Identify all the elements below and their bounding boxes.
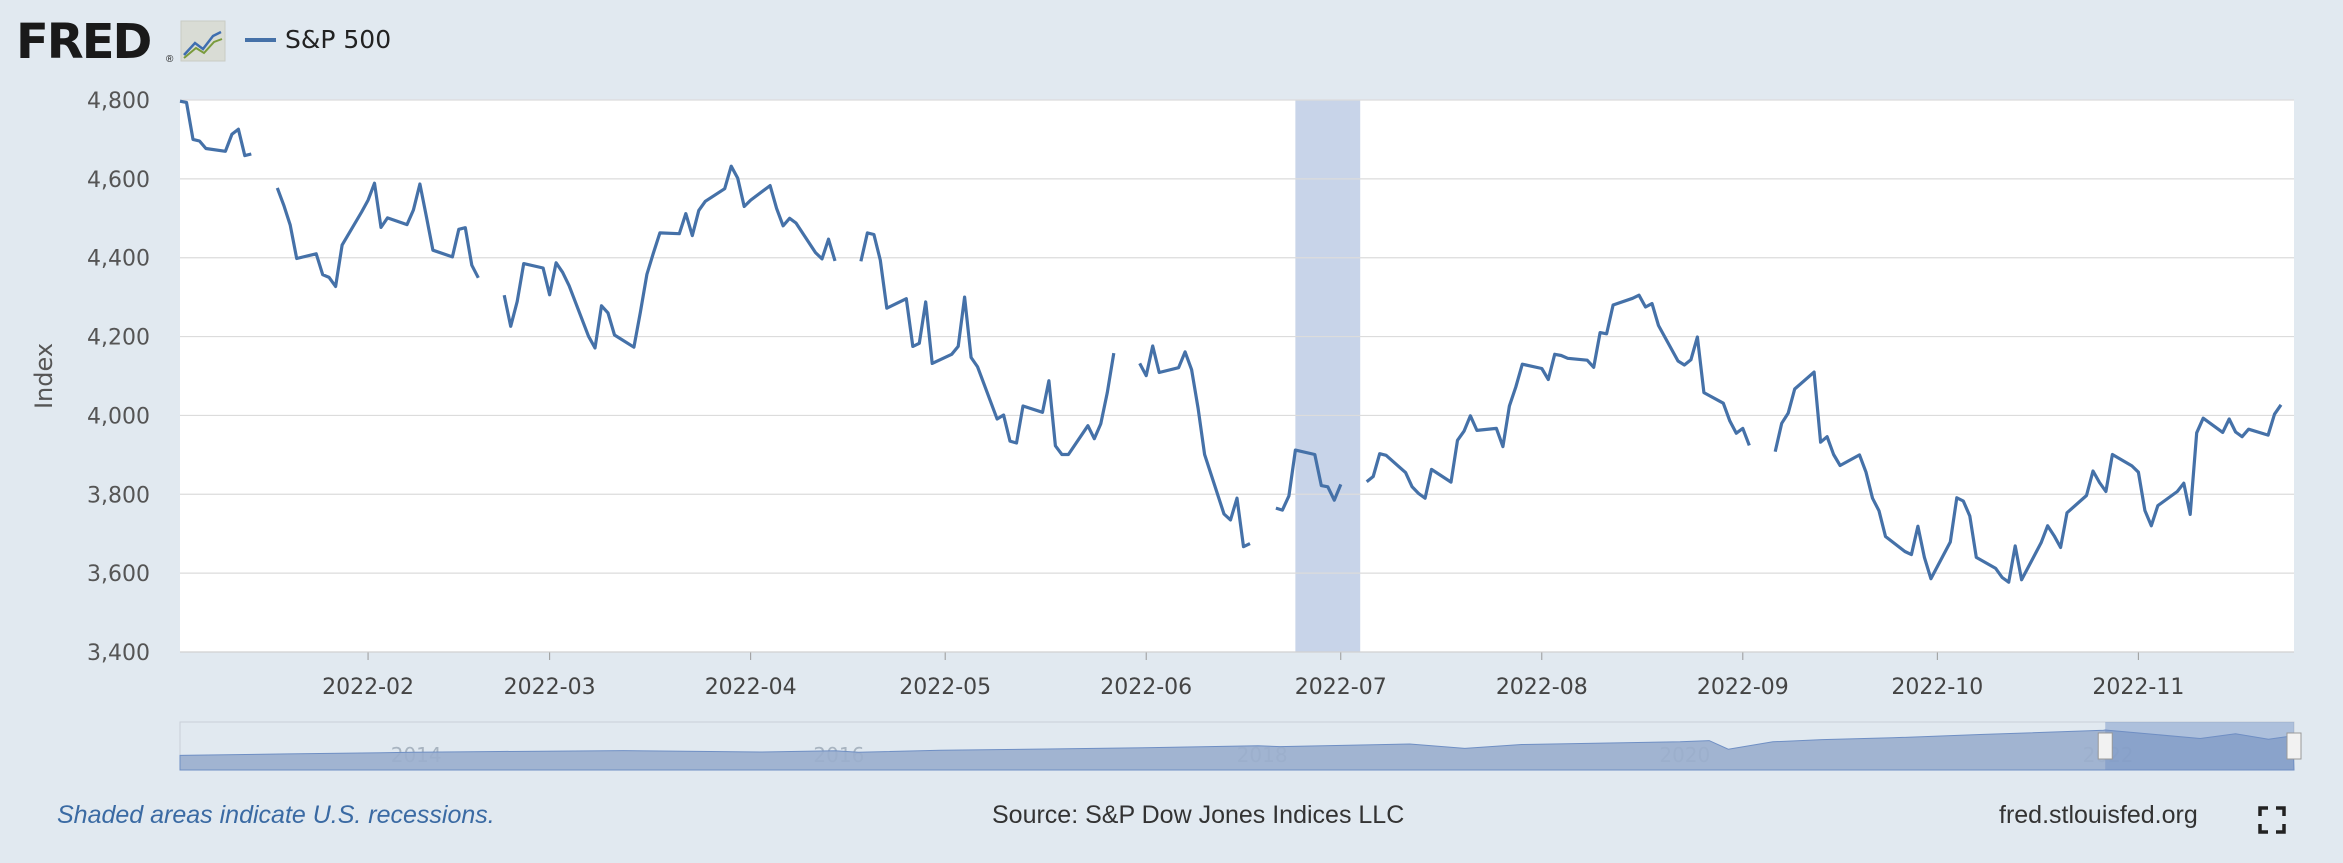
navigator-selection[interactable] (2105, 722, 2294, 770)
navigator[interactable]: 20142016201820202022 (179, 721, 2302, 771)
y-tick-label: 4,600 (87, 168, 150, 193)
logo-graph-icon (180, 20, 226, 62)
series-line-segment (502, 164, 837, 350)
navigator-handle-right[interactable] (2286, 732, 2302, 760)
y-tick-label: 4,000 (87, 404, 150, 429)
series-line-segment (1773, 370, 2283, 584)
legend[interactable]: S&P 500 (245, 25, 391, 54)
fred-logo[interactable]: FRED ® (16, 14, 226, 70)
x-tick-label: 2022-08 (1496, 675, 1588, 700)
navigator-area (179, 729, 2295, 771)
series-line-segment (1138, 344, 1251, 549)
y-tick-label: 4,800 (87, 89, 150, 114)
x-tick-label: 2022-02 (322, 675, 414, 700)
logo-registered: ® (166, 54, 174, 65)
y-tick-label: 4,200 (87, 326, 150, 351)
fullscreen-icon[interactable] (2258, 806, 2286, 834)
x-tick-label: 2022-10 (1891, 675, 1983, 700)
x-tick-label: 2022-03 (504, 675, 596, 700)
plot-area (180, 100, 2294, 652)
y-tick-label: 3,400 (87, 641, 150, 666)
series-line-segment (275, 181, 480, 289)
x-tick-label: 2022-05 (899, 675, 991, 700)
series-line-segment (1365, 293, 1751, 500)
series-line-segment (859, 231, 1116, 457)
x-tick-label: 2022-11 (2092, 675, 2184, 700)
logo-text: FRED (16, 14, 151, 70)
recession-band (1295, 100, 1361, 652)
series-line-segment (1275, 448, 1343, 512)
x-tick-label: 2022-04 (705, 675, 797, 700)
y-tick-label: 4,400 (87, 247, 150, 272)
x-tick-label: 2022-09 (1697, 675, 1789, 700)
series-line-segment (179, 99, 252, 158)
x-tick-label: 2022-07 (1295, 675, 1387, 700)
y-tick-label: 3,600 (87, 562, 150, 587)
x-tick-label: 2022-06 (1100, 675, 1192, 700)
recession-note: Shaded areas indicate U.S. recessions. (57, 801, 495, 829)
y-tick-label: 3,800 (87, 483, 150, 508)
y-axis-title: Index (30, 343, 58, 409)
navigator-handle-left[interactable] (2097, 732, 2113, 760)
source-text: Source: S&P Dow Jones Indices LLC (992, 801, 1405, 829)
site-link[interactable]: fred.stlouisfed.org (1999, 801, 2198, 829)
legend-label: S&P 500 (285, 25, 391, 54)
